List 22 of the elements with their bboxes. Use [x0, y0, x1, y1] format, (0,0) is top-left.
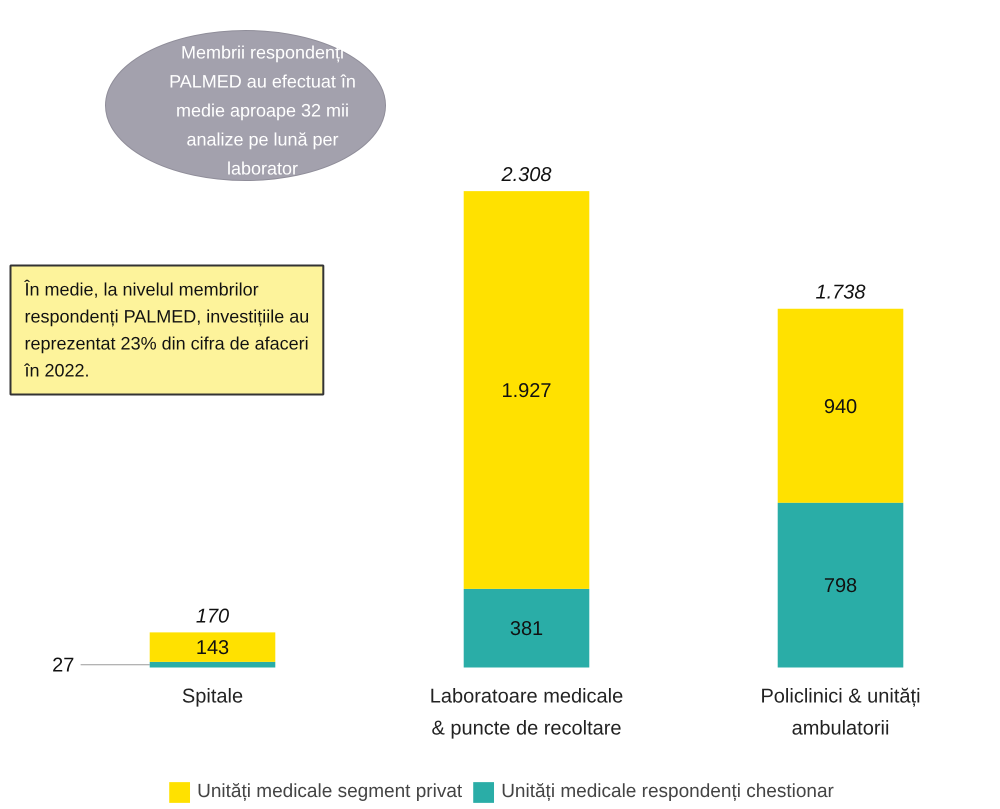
bar	[150, 662, 276, 668]
legend-label: Unități medicale respondenți chestionar	[501, 781, 834, 803]
bar	[464, 588, 590, 668]
text: Membrii respondenți PALMED au efectuat în medie aproape 32 mii analize pe lună per laborator	[169, 42, 356, 178]
data-label: 940	[824, 396, 858, 418]
legend-label: Unități medicale segment privat	[197, 781, 462, 803]
data-label: 27	[52, 654, 74, 677]
total-label: 2.308	[500, 164, 552, 186]
x-tick-label: Laboratoare medicale & puncte de recoltare	[430, 686, 624, 740]
total-label: 170	[196, 605, 230, 628]
x-tick-label: Policlinici & unități ambulatorii	[760, 686, 921, 740]
data-label: 381	[510, 618, 544, 640]
data-label: 1.927	[501, 380, 552, 402]
total-label: 1.738	[815, 282, 866, 304]
bar	[778, 502, 904, 668]
bar	[150, 632, 276, 662]
data-label: 143	[196, 637, 230, 660]
data-label: 798	[824, 575, 858, 598]
bar	[464, 191, 590, 589]
annotation: În medie, la nivelul membrilor respondenți PALMED, investițiile au reprezentat 23% din cifra de afaceri în 2022.	[24, 280, 310, 380]
x-tick-label: Spitale	[182, 686, 244, 708]
bar	[778, 308, 904, 503]
